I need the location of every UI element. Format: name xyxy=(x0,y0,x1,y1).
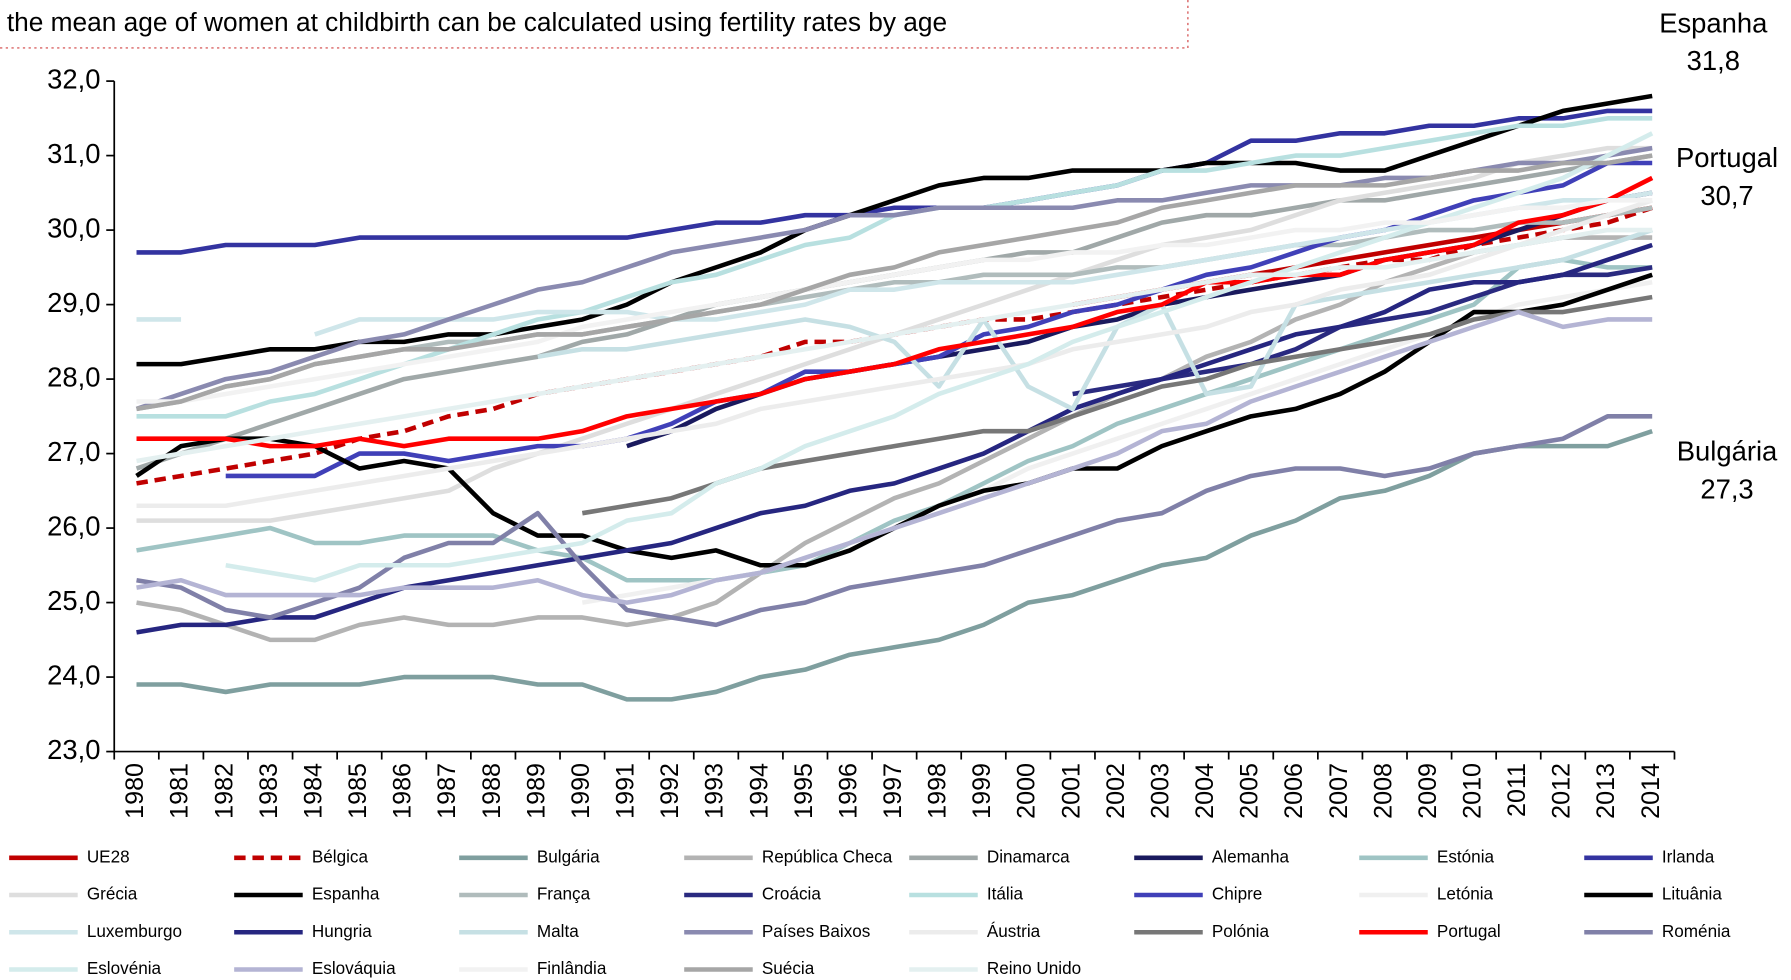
series-line xyxy=(136,175,1654,449)
legend-label: Roménia xyxy=(1662,921,1731,941)
series-line xyxy=(136,235,1653,643)
series-line xyxy=(225,160,1653,479)
x-tick-label: 1988 xyxy=(478,763,506,819)
series-line xyxy=(135,145,1653,412)
annotation-label: Espanha xyxy=(1659,7,1768,38)
x-tick-label: 1982 xyxy=(210,763,238,819)
x-tick-label: 1993 xyxy=(701,763,729,819)
legend-label: Estónia xyxy=(1437,846,1495,866)
x-tick-label: 2005 xyxy=(1236,763,1264,819)
annotation-value: 31,8 xyxy=(1687,45,1740,76)
legend-label: República Checa xyxy=(762,846,893,866)
series-line xyxy=(225,131,1654,583)
legend-label: Letónia xyxy=(1437,884,1494,904)
y-tick-label: 26,0 xyxy=(47,510,100,541)
legend-label: Reino Unido xyxy=(987,958,1081,978)
x-tick-label: 1992 xyxy=(656,763,684,819)
annotation-label: Bulgária xyxy=(1677,436,1778,467)
series-line xyxy=(136,198,1653,509)
series-line xyxy=(136,414,1653,628)
legend-label: Polónia xyxy=(1212,921,1270,941)
legend-label: Portugal xyxy=(1437,921,1501,941)
legend-label: Bélgica xyxy=(312,846,369,866)
legend-label: Alemanha xyxy=(1212,846,1290,866)
x-tick-label: 1994 xyxy=(745,763,773,819)
legend-label: Itália xyxy=(987,884,1024,904)
y-tick-label: 23,0 xyxy=(47,734,100,765)
legend-label: Áustria xyxy=(987,921,1041,941)
y-tick-label: 25,0 xyxy=(47,585,100,616)
annotation-value: 30,7 xyxy=(1700,180,1753,211)
series-line xyxy=(537,227,1653,412)
legend-label: Lituânia xyxy=(1662,884,1722,904)
legend-label: Suécia xyxy=(762,958,815,978)
legend-label: Espanha xyxy=(312,884,380,904)
x-tick-label: 1981 xyxy=(166,763,194,819)
x-tick-label: 2002 xyxy=(1102,763,1130,819)
legend-label: Luxemburgo xyxy=(87,921,182,941)
series-line xyxy=(136,93,1653,367)
x-tick-label: 1980 xyxy=(121,763,149,819)
x-tick-label: 2004 xyxy=(1191,763,1219,819)
y-tick-label: 24,0 xyxy=(47,659,100,690)
x-tick-label: 1987 xyxy=(433,763,461,819)
x-tick-label: 2010 xyxy=(1459,763,1487,819)
y-tick-label: 29,0 xyxy=(47,287,100,318)
series-line xyxy=(136,227,1653,464)
x-tick-label: 2013 xyxy=(1592,763,1620,819)
y-tick-label: 28,0 xyxy=(47,361,100,392)
legend-label: Malta xyxy=(537,921,579,941)
legend-label: Croácia xyxy=(762,884,821,904)
x-tick-label: 1990 xyxy=(567,763,595,819)
x-tick-label: 1995 xyxy=(790,763,818,819)
y-tick-label: 27,0 xyxy=(47,436,100,467)
x-tick-label: 2008 xyxy=(1369,763,1397,819)
series-line xyxy=(136,198,1653,404)
x-tick-label: 2011 xyxy=(1503,763,1531,817)
x-tick-label: 1983 xyxy=(255,763,283,819)
annotation-label: Portugal xyxy=(1676,142,1778,173)
legend-label: Dinamarca xyxy=(987,846,1070,866)
x-tick-label: 1984 xyxy=(299,763,327,819)
legend-label: Eslovénia xyxy=(87,958,162,978)
legend-label: Grécia xyxy=(87,884,138,904)
annotation-value: 27,3 xyxy=(1700,473,1753,504)
legend-label: Irlanda xyxy=(1662,846,1715,866)
x-tick-label: 1986 xyxy=(389,763,417,819)
x-tick-label: 1985 xyxy=(344,763,372,819)
legend-label: França xyxy=(537,884,591,904)
series-line xyxy=(136,429,1653,702)
x-tick-label: 1999 xyxy=(968,763,996,819)
x-tick-label: 1997 xyxy=(879,763,907,819)
series-line xyxy=(136,108,1653,255)
x-tick-label: 1996 xyxy=(834,763,862,819)
legend-label: Finlândia xyxy=(537,958,607,978)
x-tick-label: 2003 xyxy=(1146,763,1174,819)
legend-label: Países Baixos xyxy=(762,921,871,941)
x-tick-label: 1998 xyxy=(924,763,952,819)
y-tick-label: 30,0 xyxy=(47,212,100,243)
y-tick-label: 32,0 xyxy=(47,63,100,94)
x-tick-label: 2001 xyxy=(1057,763,1085,819)
x-tick-label: 2012 xyxy=(1548,763,1576,819)
series-line xyxy=(136,257,1653,583)
legend-label: Bulgária xyxy=(537,846,600,866)
legend-label: UE28 xyxy=(87,846,130,866)
x-tick-label: 2007 xyxy=(1325,763,1353,819)
x-tick-label: 2009 xyxy=(1414,763,1442,819)
x-tick-label: 1991 xyxy=(612,763,640,819)
x-tick-label: 2014 xyxy=(1637,763,1665,819)
chart-title: the mean age of women at childbirth can … xyxy=(7,7,947,37)
x-tick-label: 2000 xyxy=(1013,763,1041,819)
y-tick-label: 31,0 xyxy=(47,138,100,169)
series-line xyxy=(136,242,1653,635)
legend-label: Eslováquia xyxy=(312,958,396,978)
series-line xyxy=(136,309,1653,605)
legend-label: Hungria xyxy=(312,921,372,941)
x-tick-label: 1989 xyxy=(522,763,550,819)
legend-label: Chipre xyxy=(1212,884,1262,904)
series-line xyxy=(136,153,1653,412)
x-tick-label: 2006 xyxy=(1280,763,1308,819)
